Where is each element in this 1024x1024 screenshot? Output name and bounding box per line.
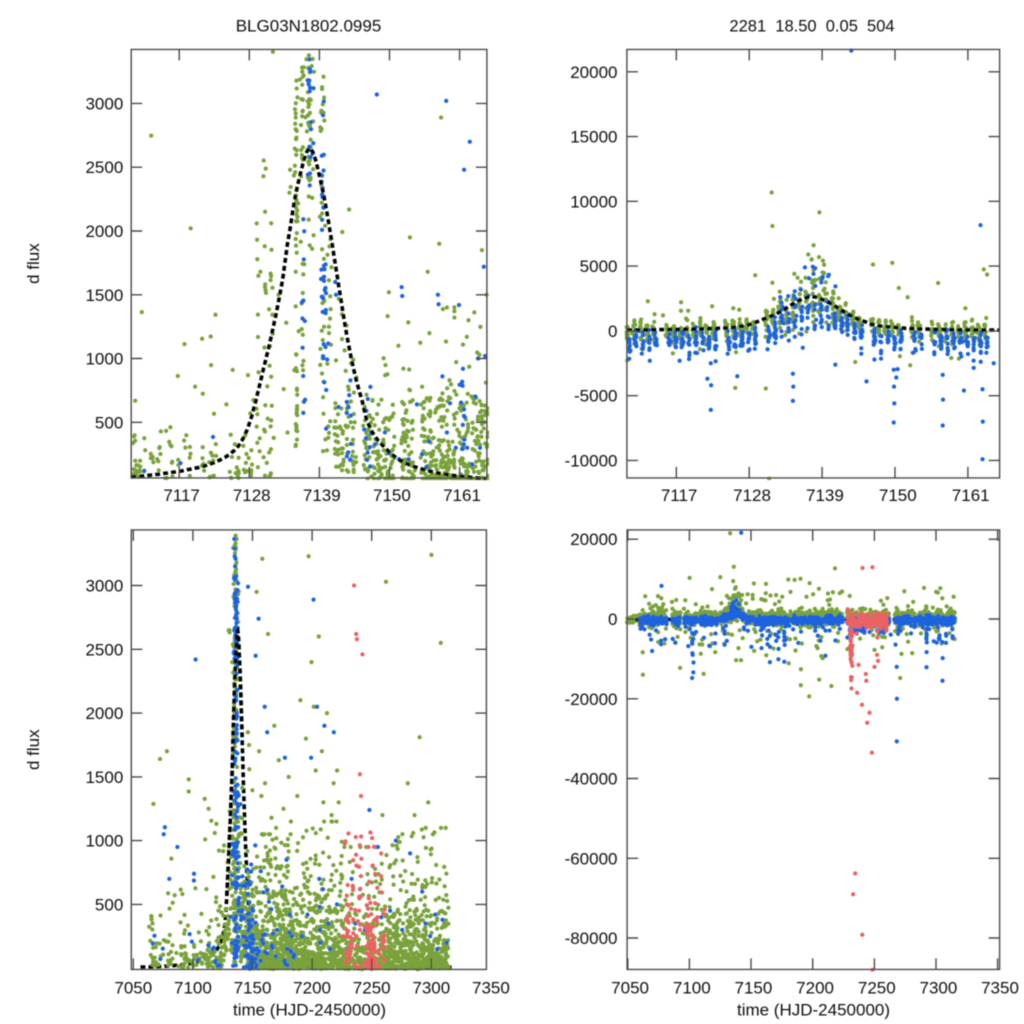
svg-text:1500: 1500 [85, 286, 123, 305]
svg-text:d flux: d flux [24, 243, 43, 284]
svg-text:2500: 2500 [85, 158, 123, 177]
svg-text:7250: 7250 [858, 978, 896, 997]
svg-text:5000: 5000 [580, 257, 618, 276]
svg-text:7200: 7200 [293, 978, 331, 997]
svg-text:1000: 1000 [85, 832, 123, 851]
svg-text:BLG03N1802.0995: BLG03N1802.0995 [236, 17, 382, 36]
svg-text:3000: 3000 [85, 577, 123, 596]
svg-text:1000: 1000 [85, 350, 123, 369]
svg-text:7150: 7150 [373, 486, 411, 505]
svg-text:10000: 10000 [570, 192, 617, 211]
svg-text:15000: 15000 [570, 128, 617, 147]
svg-text:-20000: -20000 [565, 690, 618, 709]
svg-text:7050: 7050 [611, 978, 649, 997]
svg-text:7139: 7139 [806, 486, 844, 505]
svg-text:7128: 7128 [233, 486, 271, 505]
svg-text:500: 500 [95, 895, 123, 914]
svg-text:-80000: -80000 [565, 929, 618, 948]
svg-text:500: 500 [95, 413, 123, 432]
svg-text:7117: 7117 [661, 486, 698, 505]
svg-text:time (HJD-2450000): time (HJD-2450000) [737, 1000, 890, 1019]
svg-text:7117: 7117 [163, 486, 200, 505]
svg-text:7100: 7100 [174, 978, 212, 997]
svg-text:7050: 7050 [114, 978, 152, 997]
svg-text:2000: 2000 [85, 704, 123, 723]
svg-text:time (HJD-2450000): time (HJD-2450000) [233, 1000, 386, 1019]
svg-text:7161: 7161 [952, 486, 990, 505]
svg-text:0: 0 [608, 322, 617, 341]
svg-text:2000: 2000 [85, 222, 123, 241]
svg-text:d flux: d flux [24, 729, 43, 770]
svg-text:7200: 7200 [796, 978, 834, 997]
svg-text:7350: 7350 [981, 978, 1019, 997]
svg-text:7300: 7300 [919, 978, 957, 997]
svg-text:7300: 7300 [412, 978, 450, 997]
svg-text:7150: 7150 [734, 978, 772, 997]
svg-text:0: 0 [608, 610, 617, 629]
svg-text:7150: 7150 [234, 978, 272, 997]
svg-text:2500: 2500 [85, 640, 123, 659]
svg-text:7350: 7350 [472, 978, 510, 997]
svg-text:20000: 20000 [570, 63, 617, 82]
svg-text:-10000: -10000 [565, 451, 618, 470]
svg-text:7250: 7250 [353, 978, 391, 997]
svg-text:20000: 20000 [570, 530, 617, 549]
svg-text:-60000: -60000 [565, 849, 618, 868]
svg-text:-40000: -40000 [565, 770, 618, 789]
svg-text:7128: 7128 [733, 486, 771, 505]
svg-text:7139: 7139 [303, 486, 341, 505]
svg-text:2281 18.50 0.05 504: 2281 18.50 0.05 504 [729, 18, 894, 36]
svg-text:-5000: -5000 [574, 387, 617, 406]
svg-text:1500: 1500 [85, 768, 123, 787]
svg-text:7100: 7100 [673, 978, 711, 997]
svg-text:7161: 7161 [443, 486, 481, 505]
svg-text:3000: 3000 [85, 94, 123, 113]
svg-text:7150: 7150 [879, 486, 917, 505]
